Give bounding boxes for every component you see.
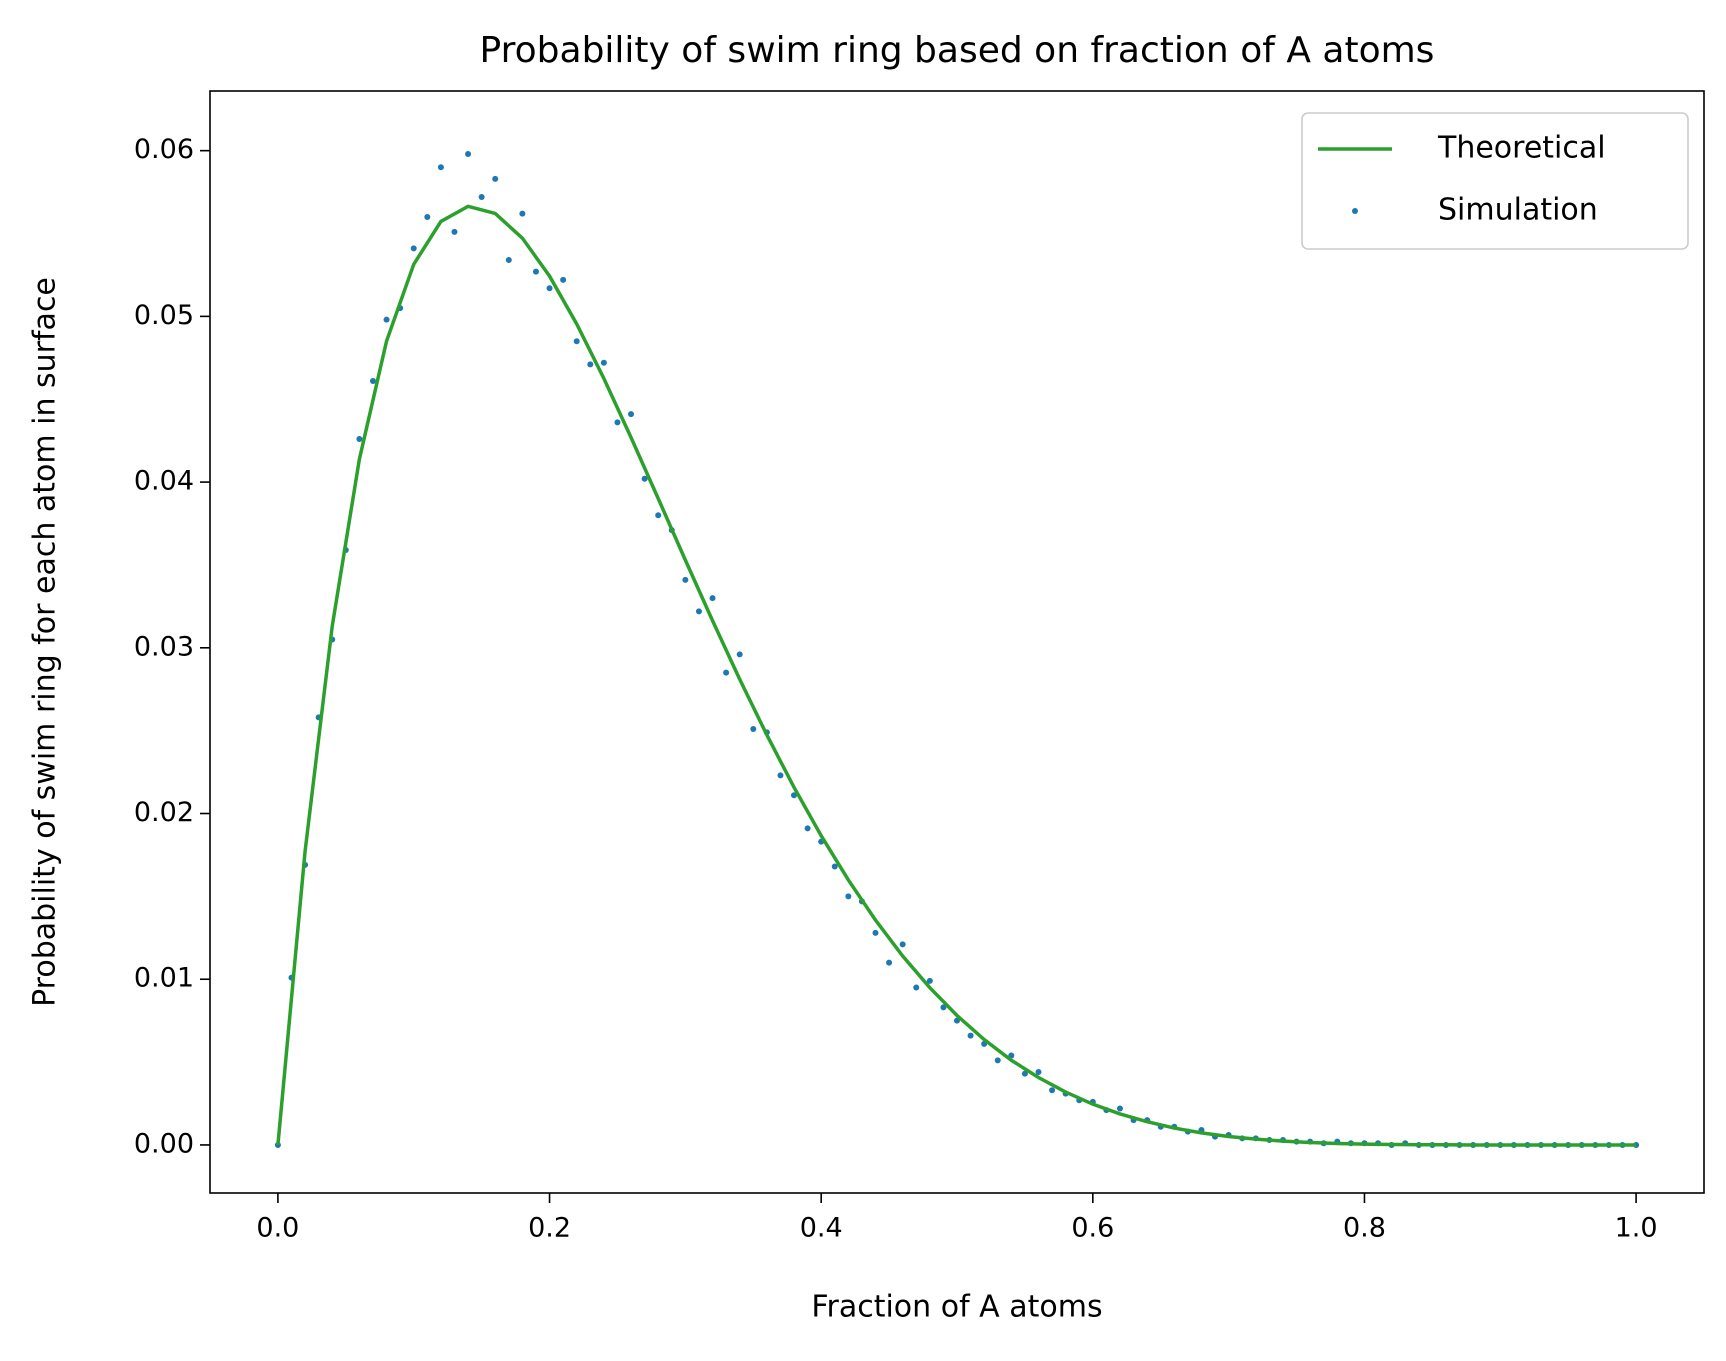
simulation-point bbox=[383, 316, 390, 323]
simulation-point bbox=[791, 792, 798, 799]
simulation-point bbox=[994, 1057, 1001, 1064]
y-tick-label: 0.01 bbox=[134, 963, 194, 994]
x-tick-label: 0.0 bbox=[256, 1213, 299, 1244]
simulation-point bbox=[872, 929, 879, 936]
simulation-point bbox=[695, 608, 702, 615]
y-tick-label: 0.00 bbox=[134, 1128, 194, 1159]
x-axis-label: Fraction of A atoms bbox=[811, 1290, 1102, 1325]
simulation-point bbox=[587, 361, 594, 368]
simulation-point bbox=[573, 338, 580, 345]
theoretical-line bbox=[276, 204, 1637, 1147]
chart-title: Probability of swim ring based on fracti… bbox=[480, 30, 1435, 71]
simulation-point bbox=[913, 984, 920, 991]
simulation-point bbox=[492, 175, 499, 182]
simulation-point bbox=[804, 825, 811, 832]
simulation-point bbox=[614, 419, 621, 426]
simulation-point bbox=[1021, 1070, 1028, 1077]
y-tick-label: 0.05 bbox=[134, 300, 194, 331]
simulation-point bbox=[886, 959, 893, 966]
simulation-point bbox=[546, 285, 553, 292]
simulation-point bbox=[560, 276, 567, 283]
x-tick-label: 1.0 bbox=[1615, 1213, 1658, 1244]
simulation-point bbox=[723, 669, 730, 676]
simulation-point bbox=[940, 1004, 947, 1011]
simulation-point bbox=[356, 436, 363, 442]
plot-frame bbox=[209, 90, 1705, 1194]
x-tick-label: 0.2 bbox=[528, 1213, 571, 1244]
simulation-point bbox=[437, 164, 444, 171]
y-tick-label: 0.04 bbox=[134, 466, 194, 497]
simulation-point bbox=[709, 595, 716, 602]
legend-box bbox=[1301, 112, 1689, 250]
simulation-point bbox=[831, 863, 838, 870]
simulation-point bbox=[967, 1032, 974, 1039]
legend-label: Simulation bbox=[1438, 193, 1598, 228]
x-tick-label: 0.4 bbox=[800, 1213, 843, 1244]
y-tick-label: 0.03 bbox=[134, 631, 194, 662]
simulation-point bbox=[899, 941, 906, 948]
simulation-point bbox=[750, 726, 757, 732]
simulation-point bbox=[505, 257, 512, 264]
y-tick-label: 0.06 bbox=[134, 134, 194, 165]
simulation-point bbox=[1116, 1105, 1123, 1112]
simulation-point bbox=[777, 772, 784, 779]
simulation-point bbox=[532, 268, 539, 275]
simulation-point bbox=[628, 411, 635, 418]
simulation-point bbox=[478, 194, 485, 201]
simulation-point bbox=[519, 210, 526, 217]
simulation-point bbox=[845, 893, 852, 900]
legend-label: Theoretical bbox=[1437, 131, 1606, 166]
simulation-point bbox=[369, 378, 376, 384]
y-tick-label: 0.02 bbox=[134, 797, 194, 828]
simulation-point bbox=[410, 245, 417, 252]
simulation-point bbox=[424, 213, 431, 220]
simulation-point bbox=[451, 228, 458, 235]
legend-marker bbox=[1352, 208, 1358, 214]
simulation-point bbox=[655, 512, 662, 519]
simulation-point bbox=[736, 651, 743, 658]
simulation-point bbox=[600, 359, 607, 366]
simulation-point bbox=[641, 475, 648, 482]
x-tick-label: 0.8 bbox=[1343, 1213, 1386, 1244]
simulation-point bbox=[1049, 1087, 1056, 1094]
simulation-point bbox=[926, 977, 933, 984]
simulation-point bbox=[682, 576, 689, 583]
simulation-point bbox=[1035, 1069, 1042, 1076]
simulation-point bbox=[465, 150, 472, 157]
y-axis-label: Probability of swim ring for each atom i… bbox=[28, 277, 63, 1007]
x-tick-label: 0.6 bbox=[1071, 1213, 1114, 1244]
